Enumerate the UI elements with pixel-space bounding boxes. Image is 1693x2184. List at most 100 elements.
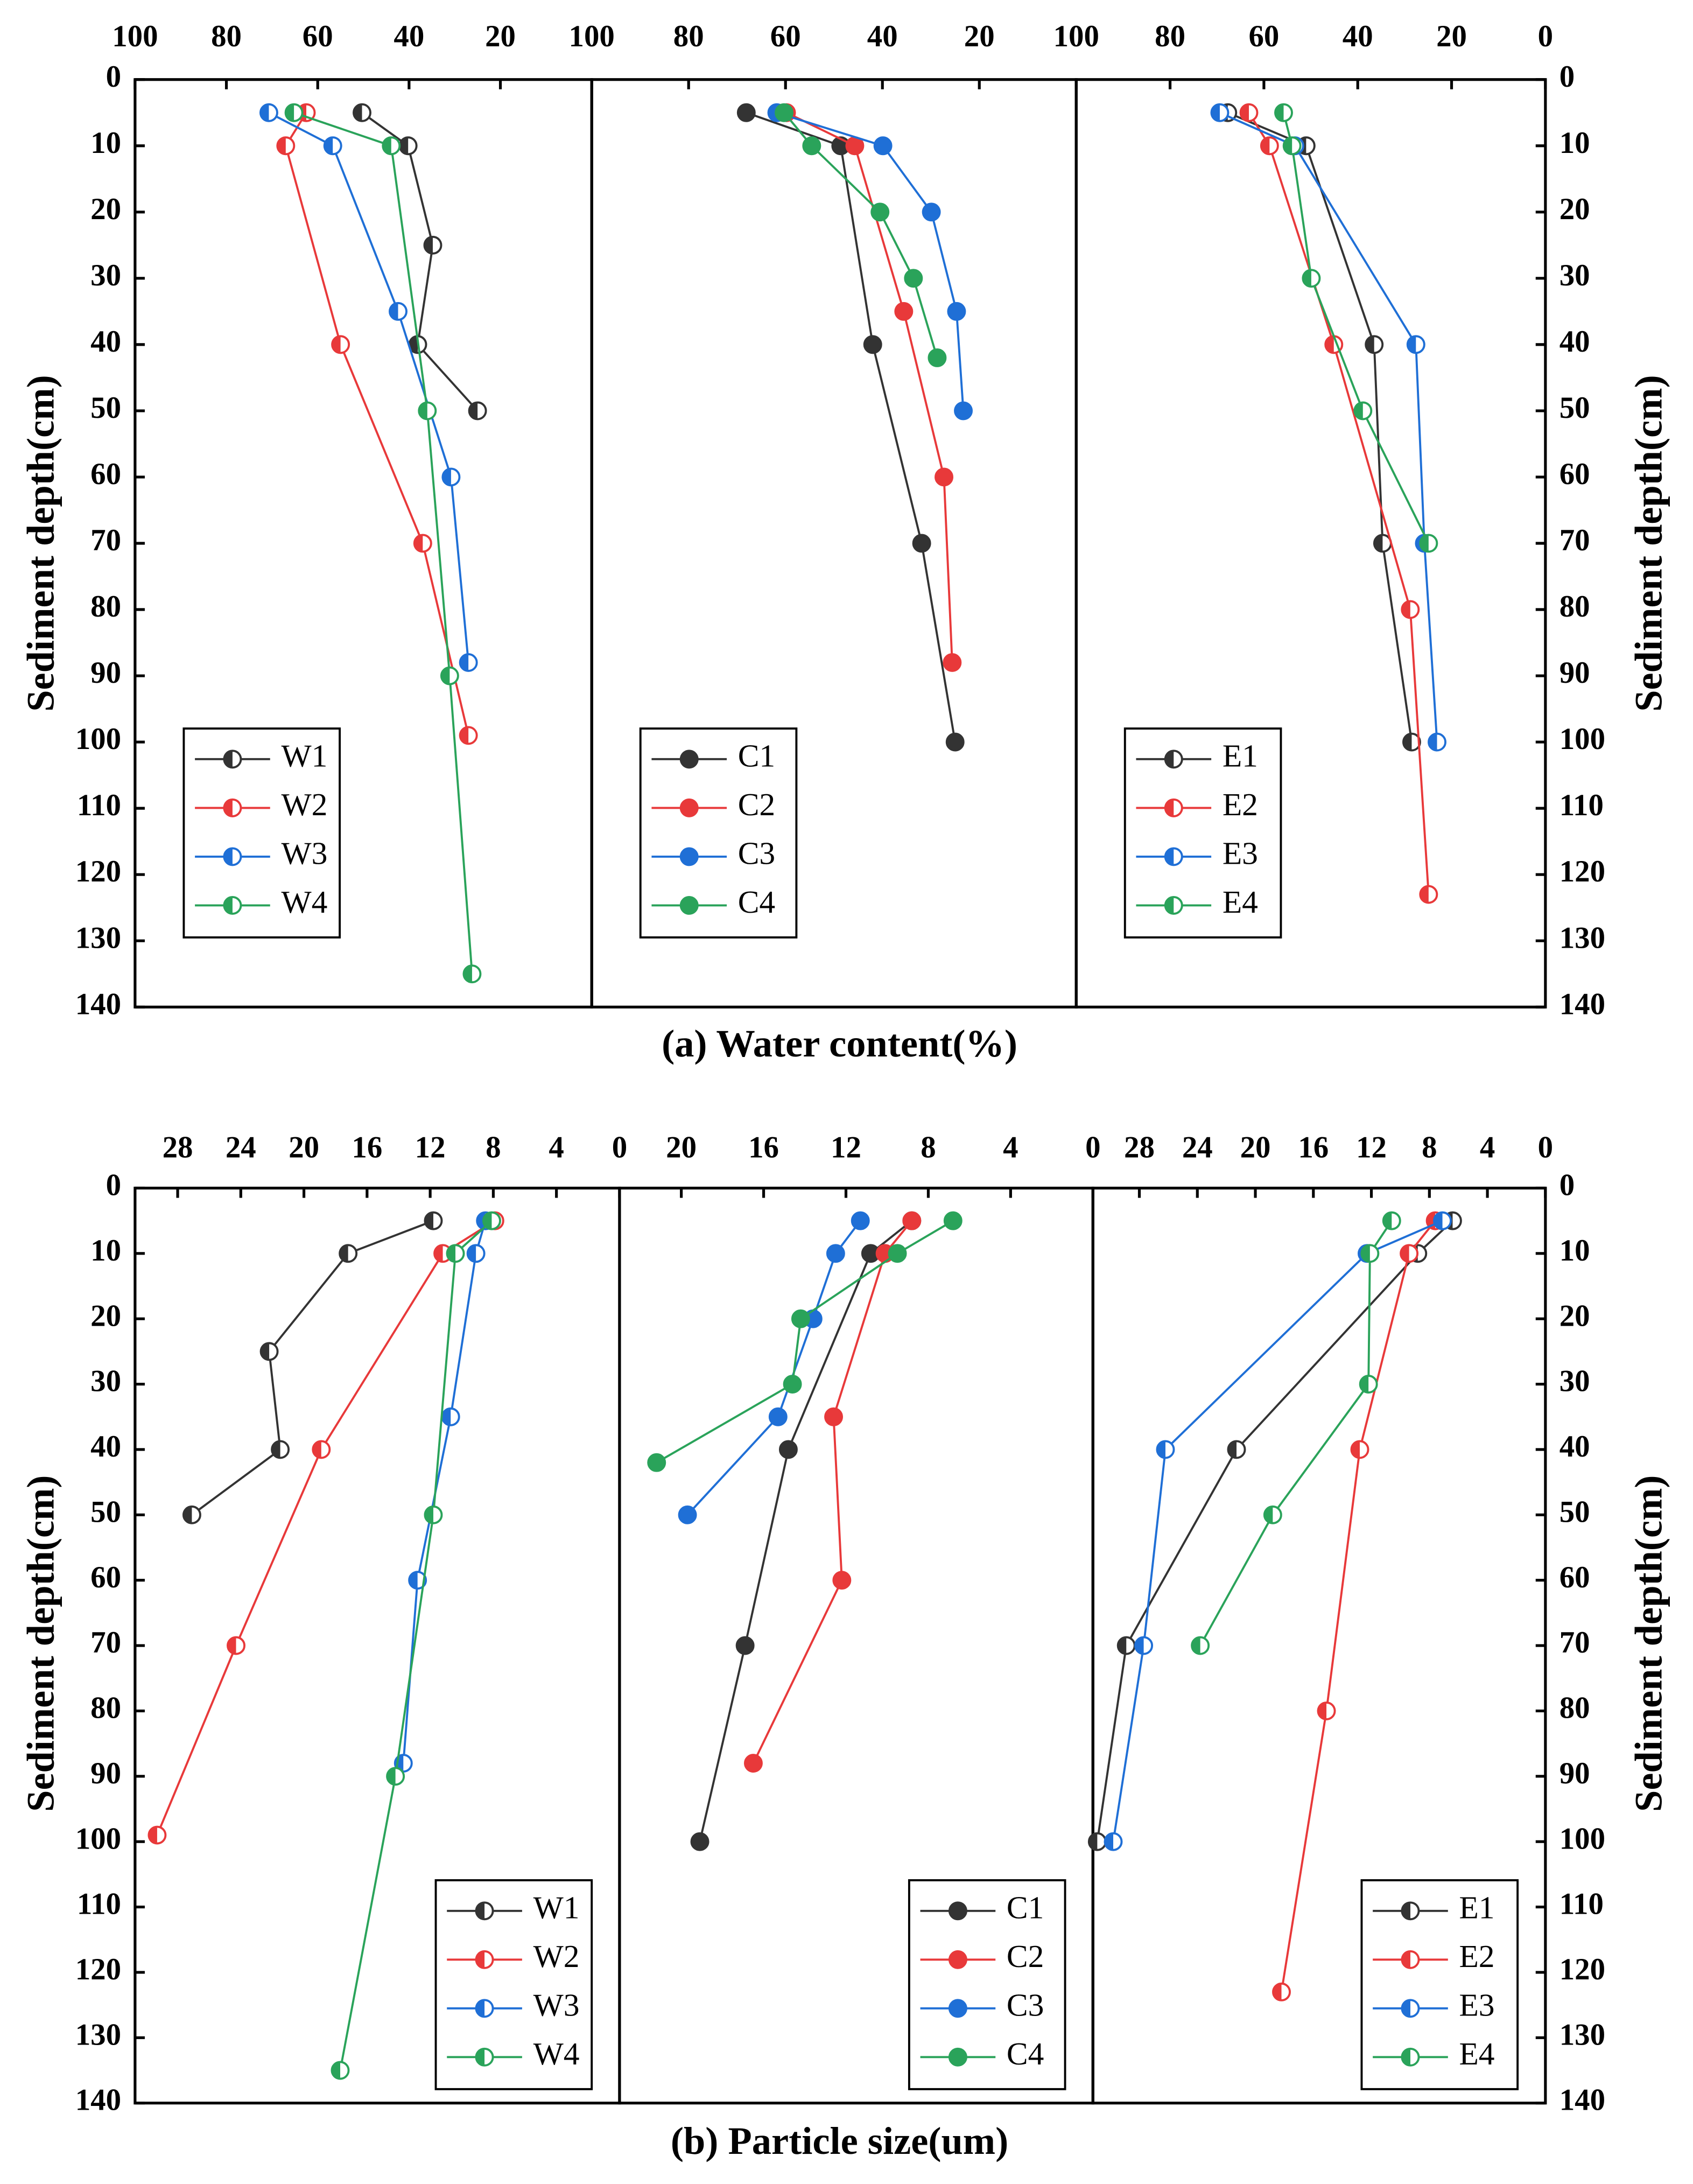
x-tick-label: 12 [831, 1131, 861, 1165]
legend-box [639, 727, 798, 939]
data-point [736, 103, 756, 122]
x-tick-label: 24 [226, 1131, 256, 1165]
marker-half [183, 1506, 192, 1523]
data-point [832, 1571, 852, 1590]
x-tick-label: 0 [1085, 1131, 1100, 1165]
data-point [386, 1767, 405, 1786]
marker-dot [943, 1211, 963, 1230]
x-tick-label: 100 [112, 19, 158, 53]
y-tick-label: 100 [75, 722, 121, 756]
marker-dot [824, 1407, 844, 1426]
marker-dot [832, 1571, 852, 1590]
marker-half [1157, 1441, 1165, 1458]
marker-half [1325, 336, 1334, 353]
y-tick-label: 140 [1559, 987, 1605, 1021]
marker-half [1165, 799, 1174, 816]
x-tick-label: 20 [289, 1131, 319, 1165]
legend-marker [948, 2047, 967, 2067]
x-axis-label: (b) Particle size(um) [671, 2119, 1008, 2162]
marker-dot [928, 348, 947, 367]
data-point [1134, 1636, 1154, 1655]
x-tick-label: 28 [163, 1131, 193, 1165]
x-tick-label: 12 [1356, 1131, 1387, 1165]
y-tick-label: 130 [1559, 921, 1605, 955]
series-line [402, 1220, 487, 1763]
data-point [902, 1211, 922, 1230]
legend-label: E4 [1223, 884, 1258, 920]
data-point [1260, 136, 1279, 156]
legend-label: W4 [281, 884, 327, 920]
legend: C1 C2 C3 C4 [908, 1879, 1066, 2090]
marker-half [1088, 1833, 1098, 1850]
x-tick-label: 4 [549, 1131, 564, 1165]
y-tick-label: 0 [106, 1168, 121, 1202]
x-tick-label: 80 [1155, 19, 1185, 53]
y-tick-label: 0 [106, 60, 121, 94]
data-point [647, 1453, 666, 1472]
marker-half [1240, 104, 1249, 121]
data-point [783, 1375, 802, 1394]
marker-half [467, 1245, 476, 1262]
data-point [922, 202, 941, 222]
x-tick-label: 8 [921, 1131, 936, 1165]
marker-dot [870, 202, 890, 222]
legend-marker [223, 750, 242, 769]
data-point [389, 302, 408, 321]
legend-box [182, 727, 341, 939]
marker-half [1275, 104, 1284, 121]
data-point [743, 1754, 763, 1773]
marker-half [441, 667, 450, 684]
legend-label: C4 [1007, 2036, 1044, 2071]
x-tick-label: 16 [748, 1131, 779, 1165]
data-point [1116, 1636, 1136, 1655]
marker-half [387, 1768, 396, 1785]
data-point [466, 1244, 486, 1263]
x-tick-label: 60 [770, 19, 801, 53]
marker-half [399, 137, 409, 155]
marker-half [1264, 1506, 1273, 1523]
y-tick-label: 110 [1559, 788, 1604, 822]
x-tick-label: 100 [1053, 19, 1099, 53]
data-point [1373, 534, 1392, 553]
marker-half [1165, 897, 1174, 914]
data-point [1302, 269, 1321, 288]
y-tick-label: 100 [1559, 722, 1605, 756]
data-point [851, 1211, 870, 1230]
legend-marker [948, 1950, 967, 1969]
y-tick-label: 120 [75, 855, 121, 888]
x-tick-label: 40 [867, 19, 898, 53]
marker-dot [851, 1211, 870, 1230]
y-tick-label: 10 [90, 1234, 121, 1268]
marker-half [324, 137, 333, 155]
marker-half [1354, 402, 1363, 419]
data-point [394, 1754, 413, 1773]
marker-half [1402, 2000, 1410, 2017]
y-tick-label: 130 [75, 921, 121, 955]
data-point [1156, 1440, 1175, 1459]
y-tick-label: 70 [1559, 1626, 1590, 1660]
legend-label: W3 [281, 836, 327, 871]
x-tick-label: 16 [352, 1131, 382, 1165]
y-tick-label: 0 [1559, 1168, 1575, 1202]
x-tick-label: 0 [1538, 1131, 1553, 1165]
marker-half [1118, 1637, 1127, 1654]
data-point [418, 401, 437, 421]
legend-label: W3 [533, 1987, 580, 2022]
legend-marker [223, 847, 242, 866]
marker-dot [736, 103, 756, 122]
x-tick-label: 40 [394, 19, 424, 53]
marker-half [1374, 535, 1383, 552]
data-point [947, 302, 966, 321]
data-point [441, 1407, 460, 1426]
y-tick-label: 20 [1559, 192, 1590, 226]
marker-half [1303, 270, 1311, 287]
marker-dot [743, 1754, 763, 1773]
data-point [446, 1244, 465, 1263]
data-point [424, 1211, 443, 1230]
marker-half [460, 727, 469, 744]
data-point [259, 1342, 279, 1361]
data-point [382, 136, 401, 156]
data-point [928, 348, 947, 367]
legend-label: C3 [1007, 1987, 1044, 2022]
